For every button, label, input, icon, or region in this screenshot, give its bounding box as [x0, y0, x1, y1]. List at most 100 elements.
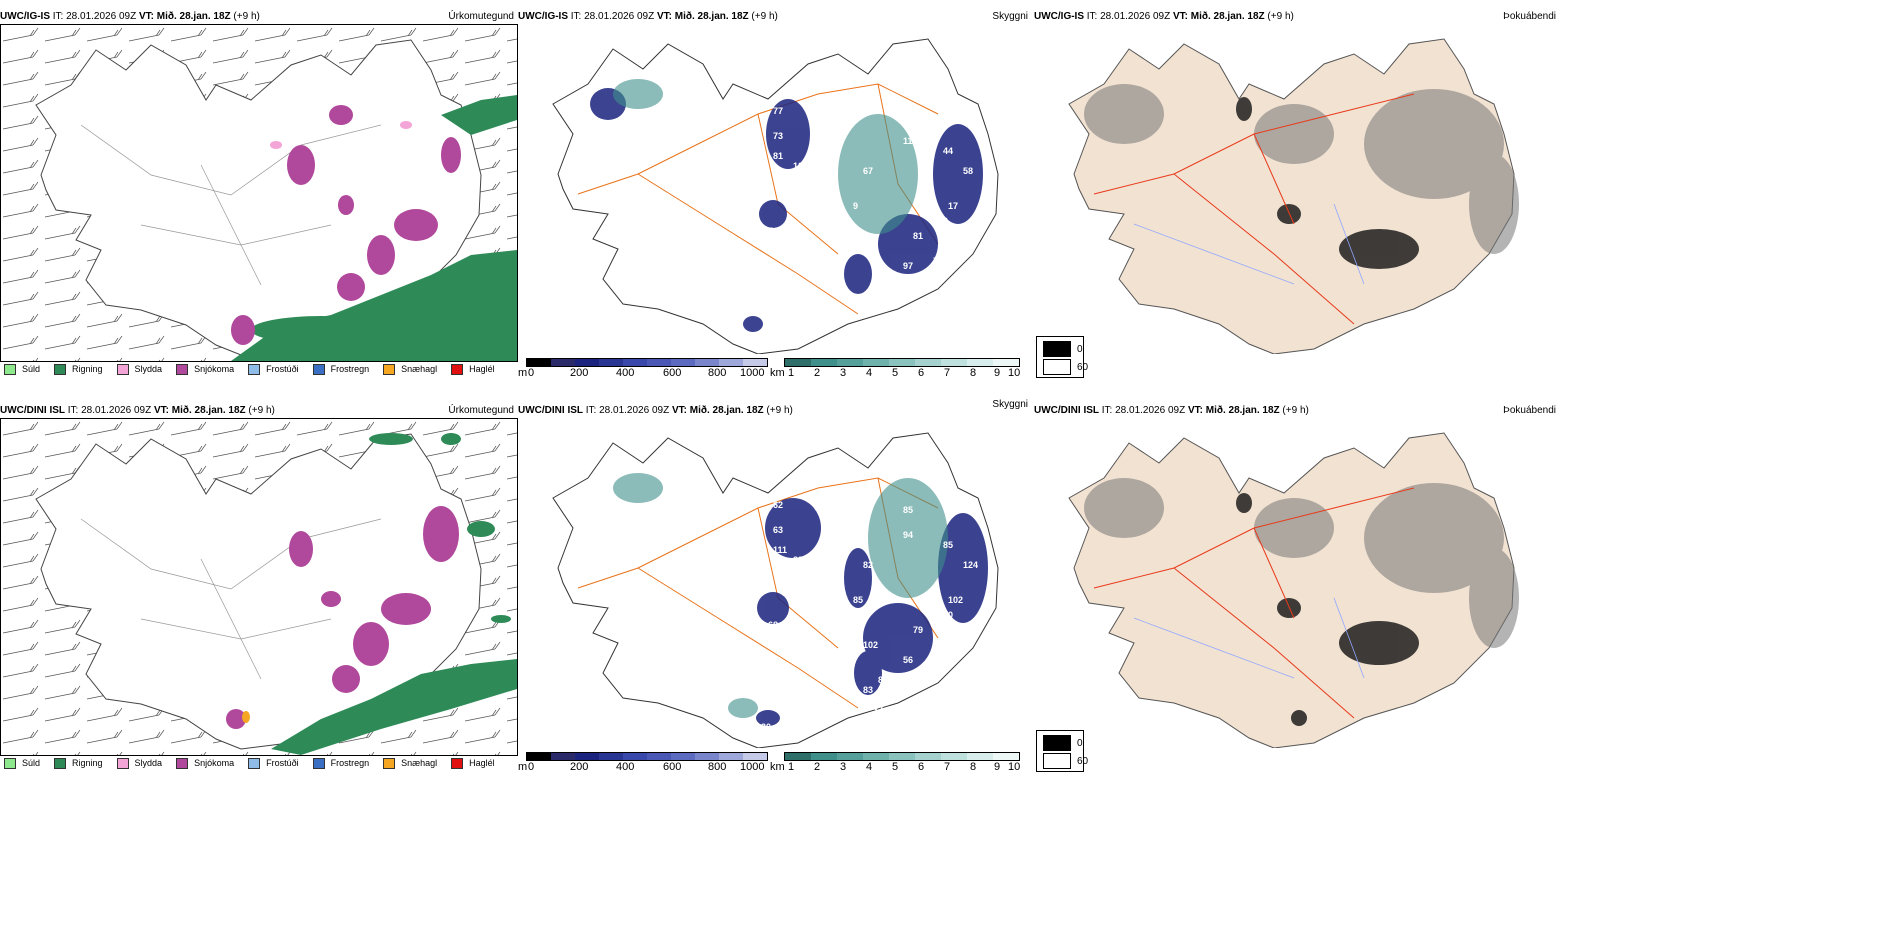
- unit: m: [518, 367, 528, 379]
- swatch: [176, 757, 189, 769]
- fog-panel-row2: UWC/DINI ISL IT: 28.01.2026 09Z VT: Mið.…: [1034, 404, 1556, 774]
- visibility-value-label: 13: [813, 191, 823, 201]
- fog-legend-label: 0: [1077, 343, 1083, 355]
- visibility-value-label: 71: [818, 490, 828, 500]
- visibility-value-label: 63: [773, 525, 783, 535]
- visibility-value-label: 82: [818, 81, 828, 91]
- legend-item: Frostregn: [312, 757, 369, 769]
- visibility-panel-row1: UWC/IG-IS IT: 28.01.2026 09Z VT: Mið. 28…: [518, 10, 1028, 380]
- visibility-value-label: 68: [933, 650, 943, 660]
- fog-legend: 0 60: [1036, 730, 1088, 772]
- tick: 400: [616, 761, 635, 773]
- tick: 10: [1008, 367, 1021, 379]
- visibility-value-label: 9: [853, 201, 858, 211]
- panel-title: Skyggni: [992, 11, 1028, 22]
- panel-header: UWC/DINI ISL IT: 28.01.2026 09Z VT: Mið.…: [518, 405, 793, 416]
- panel-header: UWC/DINI ISL IT: 28.01.2026 09Z VT: Mið.…: [0, 405, 275, 416]
- snow-areas: [231, 105, 461, 345]
- visibility-value-label: 98: [818, 96, 828, 106]
- visibility-value-label: 74: [768, 226, 778, 236]
- panel-title: Skyggni: [992, 399, 1028, 410]
- panel-header: UWC/IG-IS IT: 28.01.2026 09Z VT: Mið. 28…: [1034, 11, 1294, 22]
- visibility-value-label: 88: [878, 675, 888, 685]
- tick: 8: [970, 367, 977, 379]
- visibility-value-label: 67: [863, 166, 873, 176]
- tick: 800: [708, 367, 727, 379]
- swatch: [248, 363, 261, 375]
- visibility-panel-row2: UWC/DINI ISL IT: 28.01.2026 09Z VT: Mið.…: [518, 399, 1028, 774]
- swatch: [248, 757, 261, 769]
- visibility-value-label: 165: [813, 585, 828, 595]
- swatch: [54, 757, 67, 769]
- legend-item: Slydda: [116, 363, 162, 375]
- legend-item: Rigning: [54, 757, 103, 769]
- visibility-value-label: 85: [853, 595, 863, 605]
- visibility-value-label: 100: [903, 111, 918, 121]
- panel-header: UWC/DINI ISL IT: 28.01.2026 09Z VT: Mið.…: [1034, 405, 1309, 416]
- visibility-value-label: 78: [878, 281, 888, 291]
- visibility-value-label: 77: [773, 106, 783, 116]
- visibility-value-label: 89: [793, 555, 803, 565]
- fog-legend: 0 60: [1036, 336, 1088, 378]
- tick: 6: [918, 761, 925, 773]
- tick: 800: [708, 761, 727, 773]
- visibility-value-label: 102: [948, 595, 963, 605]
- unit: m: [518, 761, 528, 773]
- tick: 0: [528, 367, 535, 379]
- swatch: [312, 757, 325, 769]
- legend-item: Frostúði: [248, 757, 299, 769]
- tick: 4: [866, 761, 873, 773]
- visibility-colorbar: km 1 2 3 4 5 6 7 8 9 10: [770, 752, 1024, 774]
- fog-legend-label: 0: [1077, 737, 1083, 749]
- visibility-value-label: 102: [863, 640, 878, 650]
- swatch: [54, 363, 67, 375]
- fog-panel-row1: UWC/IG-IS IT: 28.01.2026 09Z VT: Mið. 28…: [1034, 10, 1556, 380]
- tick: 3: [840, 367, 847, 379]
- visibility-value-label: 65: [863, 291, 873, 301]
- legend-item: Frostregn: [312, 363, 369, 375]
- visibility-value-label: 13: [838, 216, 848, 226]
- visibility-value-label: 124: [963, 560, 978, 570]
- fog-index-map: [1068, 432, 1519, 748]
- fog-swatch: [1043, 341, 1071, 357]
- legend-item: Rigning: [54, 363, 103, 375]
- unit: km: [770, 367, 785, 379]
- fog-legend-label: 60: [1077, 361, 1089, 373]
- swatch: [176, 363, 189, 375]
- visibility-value-label: 73: [858, 470, 868, 480]
- swatch: [451, 757, 464, 769]
- tick: 200: [570, 367, 589, 379]
- visibility-value-label: 263: [858, 76, 873, 86]
- panel-title: Úrkomutegund: [448, 405, 514, 416]
- visibility-value-label: 37: [873, 705, 883, 715]
- fog-swatch: [1043, 753, 1071, 769]
- tick: 0: [528, 761, 535, 773]
- visibility-value-label: 81: [913, 231, 923, 241]
- swatch: [383, 757, 396, 769]
- fog-index-map: [1068, 38, 1519, 354]
- precip-legend: Súld Rigning Slydda Snjókoma Frostúði Fr…: [4, 362, 509, 376]
- visibility-value-label: 72: [933, 256, 943, 266]
- tick: 3: [840, 761, 847, 773]
- visibility-value-label: 170: [938, 610, 953, 620]
- precip-type-map: [0, 418, 518, 756]
- panel-header: UWC/IG-IS IT: 28.01.2026 09Z VT: Mið. 28…: [518, 11, 778, 22]
- visibility-value-label: 97: [903, 261, 913, 271]
- visibility-value-label: 20: [761, 722, 771, 732]
- rain-areas: [231, 95, 517, 361]
- legend-item: Slydda: [116, 757, 162, 769]
- swatch: [4, 363, 16, 375]
- visibility-value-label: 17: [948, 201, 958, 211]
- tick: 2: [814, 367, 821, 379]
- fog-swatch: [1043, 735, 1071, 751]
- tick: 600: [663, 367, 682, 379]
- visibility-value-label: 104: [843, 246, 858, 256]
- visibility-value-label: 156: [838, 610, 853, 620]
- tick: 1000: [740, 367, 765, 379]
- visibility-value-label: 82: [863, 560, 873, 570]
- fog-gray-areas: [1084, 84, 1519, 254]
- visibility-value-label: 68: [768, 620, 778, 630]
- visibility-value-label: 111: [773, 545, 787, 555]
- precip-panel-row1: UWC/IG-IS IT: 28.01.2026 09Z VT: Mið. 28…: [0, 10, 518, 380]
